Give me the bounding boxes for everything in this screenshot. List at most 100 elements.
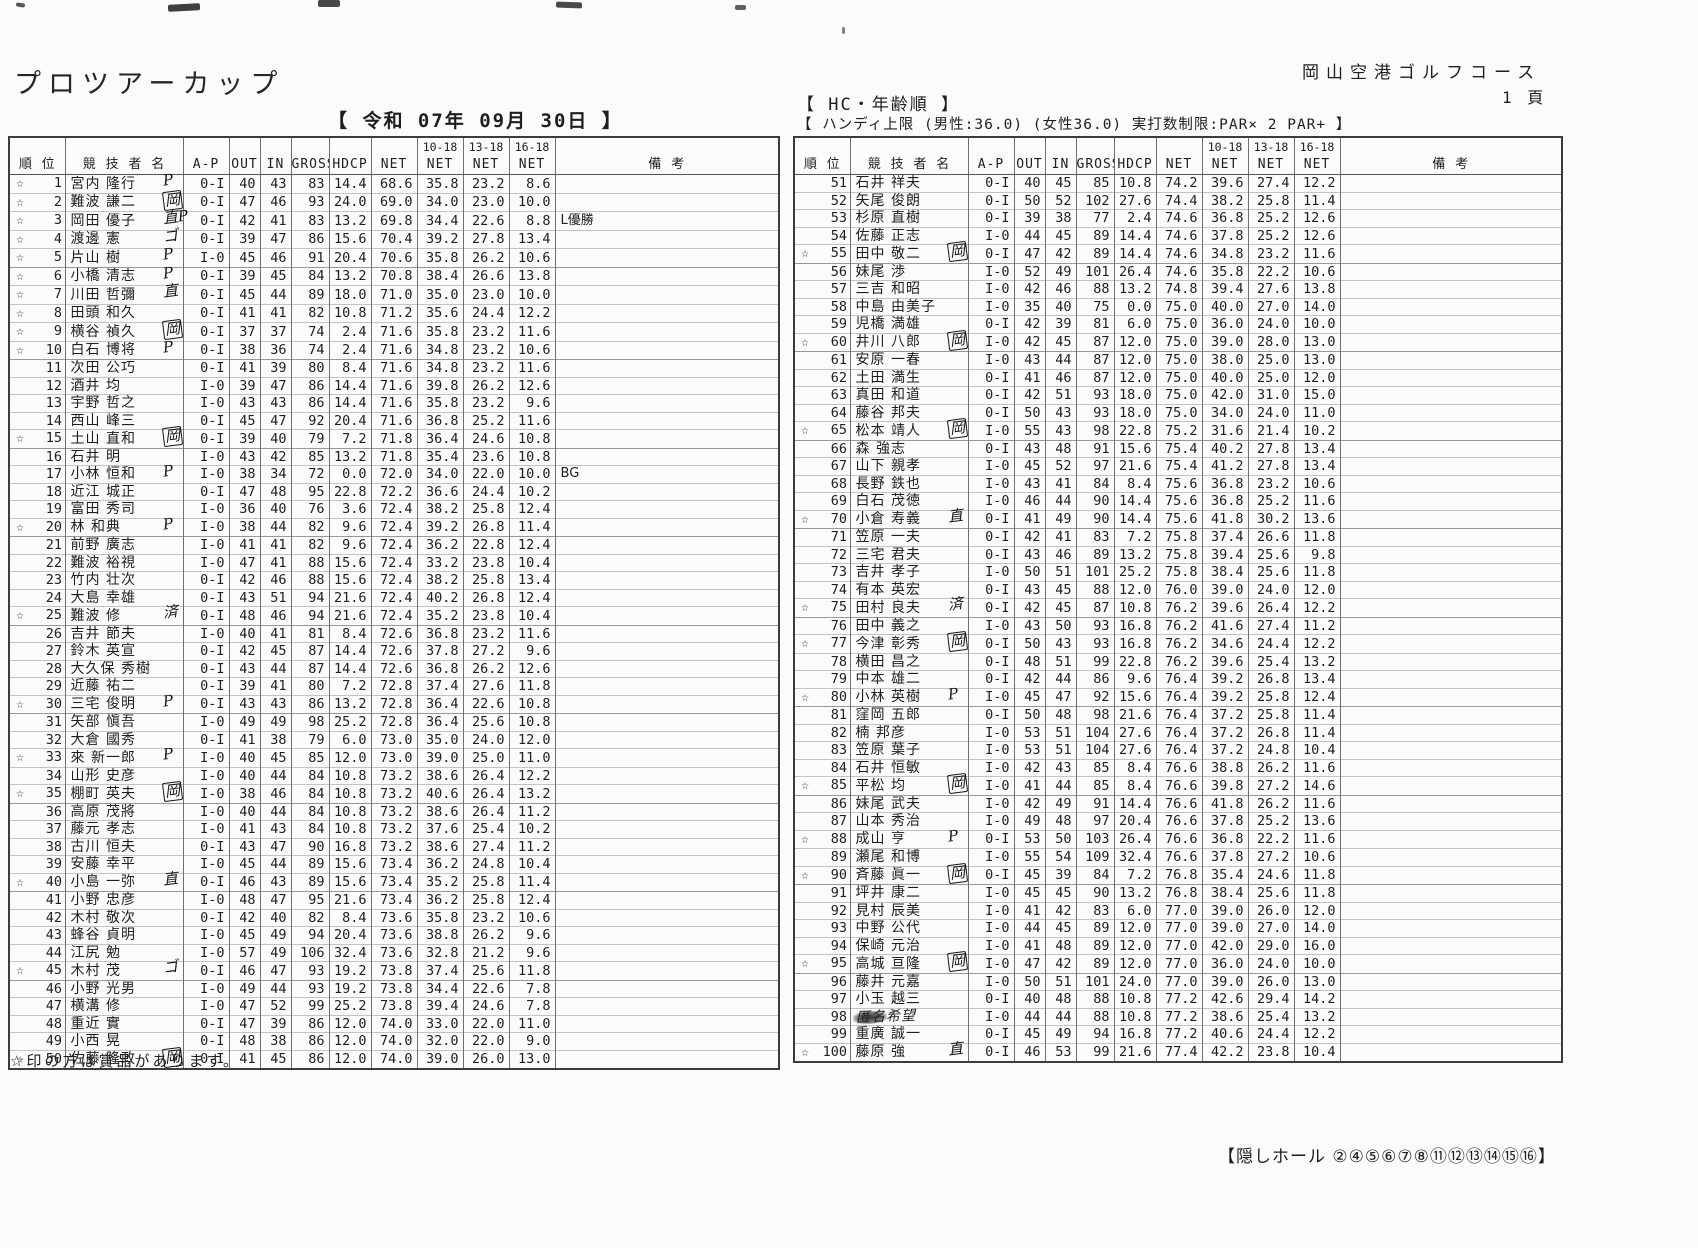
- remark: [1339, 174, 1563, 192]
- ap-cell: I-0: [967, 723, 1015, 742]
- remark: [1339, 652, 1563, 671]
- remark: [1339, 297, 1563, 316]
- player-name: 匿名希望: [849, 1007, 969, 1026]
- col-header-net: NET: [370, 137, 418, 175]
- rank-number: 7: [53, 286, 62, 302]
- player-name: 妹尾 武夫: [849, 794, 969, 813]
- out-score: 44: [1013, 226, 1046, 245]
- out-score: 52: [1013, 262, 1046, 281]
- out-score: 45: [228, 411, 261, 430]
- in-score: 44: [1044, 670, 1077, 688]
- ap-cell: I-0: [967, 848, 1015, 866]
- net-16-18: 11.8: [1293, 865, 1341, 885]
- gross-score: 94: [290, 588, 330, 607]
- rank-cell: 52: [793, 191, 851, 210]
- prize-star-icon: ☆: [16, 431, 24, 446]
- net-13-18: 23.2: [462, 340, 510, 360]
- net: 74.0: [370, 1049, 418, 1069]
- hdcp: 15.6: [328, 553, 372, 572]
- in-score: 38: [1044, 209, 1077, 227]
- ap-value: I-0: [200, 821, 225, 837]
- rank-number: 76: [830, 617, 847, 634]
- gross-score: 93: [1075, 403, 1115, 422]
- net-10-18: 39.2: [416, 517, 464, 537]
- player-name: 見村 辰美: [849, 901, 969, 920]
- ap-cell: 岡 I-0: [946, 772, 1015, 795]
- net-16-18: 12.6: [1293, 226, 1341, 245]
- rank-cell: ☆ 1: [8, 174, 66, 193]
- net: 76.6: [1155, 758, 1203, 777]
- out-score: 50: [1013, 972, 1046, 991]
- remark: [554, 1049, 780, 1069]
- out-score: 41: [1013, 368, 1046, 387]
- remark: BG: [554, 465, 780, 483]
- net-13-18: 22.6: [462, 694, 510, 714]
- col-header-net-16-18: NET: [1293, 156, 1341, 175]
- net-16-18: 11.4: [1293, 191, 1341, 210]
- out-score: 42: [228, 908, 261, 927]
- rank-number: 55: [830, 245, 847, 261]
- player-name: 松本 靖人: [849, 421, 969, 440]
- net-13-18: 26.8: [462, 517, 510, 537]
- net: 70.4: [370, 229, 418, 249]
- net-13-18: 21.2: [462, 943, 510, 962]
- rank-cell: 16: [8, 447, 66, 466]
- gross-score: 93: [290, 961, 330, 980]
- ap-value: I-0: [985, 564, 1010, 580]
- net-16-18: 11.2: [1293, 616, 1341, 635]
- out-score: 45: [1013, 884, 1046, 902]
- gross-score: 86: [290, 394, 330, 412]
- rank-number: 98: [830, 1008, 847, 1025]
- rank-cell: 61: [793, 351, 851, 369]
- in-score: 53: [1044, 1042, 1077, 1062]
- handwritten-mark: 岡: [946, 772, 968, 794]
- ap-value: I-0: [200, 625, 225, 642]
- net: 71.2: [370, 303, 418, 323]
- out-score: 46: [1013, 492, 1046, 510]
- remark: [1339, 1042, 1563, 1062]
- net-13-18: 24.8: [462, 855, 510, 873]
- ap-cell: 0-I: [967, 990, 1015, 1008]
- out-score: 43: [228, 694, 261, 714]
- in-score: 49: [1044, 262, 1077, 281]
- in-score: 52: [259, 997, 292, 1015]
- ap-value: 0-I: [200, 589, 225, 606]
- out-score: 46: [1013, 1042, 1046, 1062]
- gross-score: 93: [290, 979, 330, 998]
- player-row: 36 高原 茂將 I-0 40 44 84 10.8 73.2 38.6 26.4 11.2: [8, 802, 780, 821]
- ap-value: 0-I: [985, 529, 1010, 545]
- hdcp: 12.0: [328, 1032, 372, 1050]
- ap-cell: 済 0-I: [161, 602, 230, 625]
- net-16-18: 10.0: [508, 465, 556, 483]
- out-score: 41: [228, 303, 261, 323]
- player-name: 三吉 和昭: [849, 280, 969, 298]
- rank-cell: 79: [793, 670, 851, 688]
- net: 72.6: [370, 659, 418, 678]
- net-10-18: 32.0: [416, 1032, 464, 1050]
- in-score: 46: [1044, 545, 1077, 564]
- rank-cell: 29: [8, 677, 66, 695]
- player-row: 34 山形 史彦 I-0 40 44 84 10.8 73.2 38.6 26.4 12.2: [8, 766, 780, 785]
- net-13-18: 27.4: [1247, 174, 1295, 192]
- remark: [554, 891, 780, 909]
- out-score: 43: [228, 588, 261, 607]
- handwritten-mark: 岡: [946, 240, 968, 262]
- remark: [1339, 244, 1563, 263]
- ap-cell: ゴ 0-I: [161, 226, 230, 249]
- remark: [1339, 919, 1563, 937]
- ap-value: I-0: [200, 537, 225, 553]
- in-score: 37: [259, 322, 292, 341]
- player-name: 木村 敬次: [64, 908, 184, 927]
- in-score: 42: [1044, 954, 1077, 973]
- gross-score: 89: [1075, 244, 1115, 263]
- net-16-18: 12.4: [508, 588, 556, 607]
- remark: [1339, 280, 1563, 298]
- hdcp: 26.4: [1113, 829, 1157, 849]
- net-16-18: 12.4: [1293, 687, 1341, 707]
- net-13-18: 27.8: [462, 229, 510, 249]
- net-10-18: 38.8: [416, 926, 464, 944]
- net-16-18: 11.6: [1293, 492, 1341, 510]
- gross-score: 90: [1075, 492, 1115, 510]
- net-13-18: 24.6: [462, 997, 510, 1015]
- rank-number: 64: [830, 404, 847, 421]
